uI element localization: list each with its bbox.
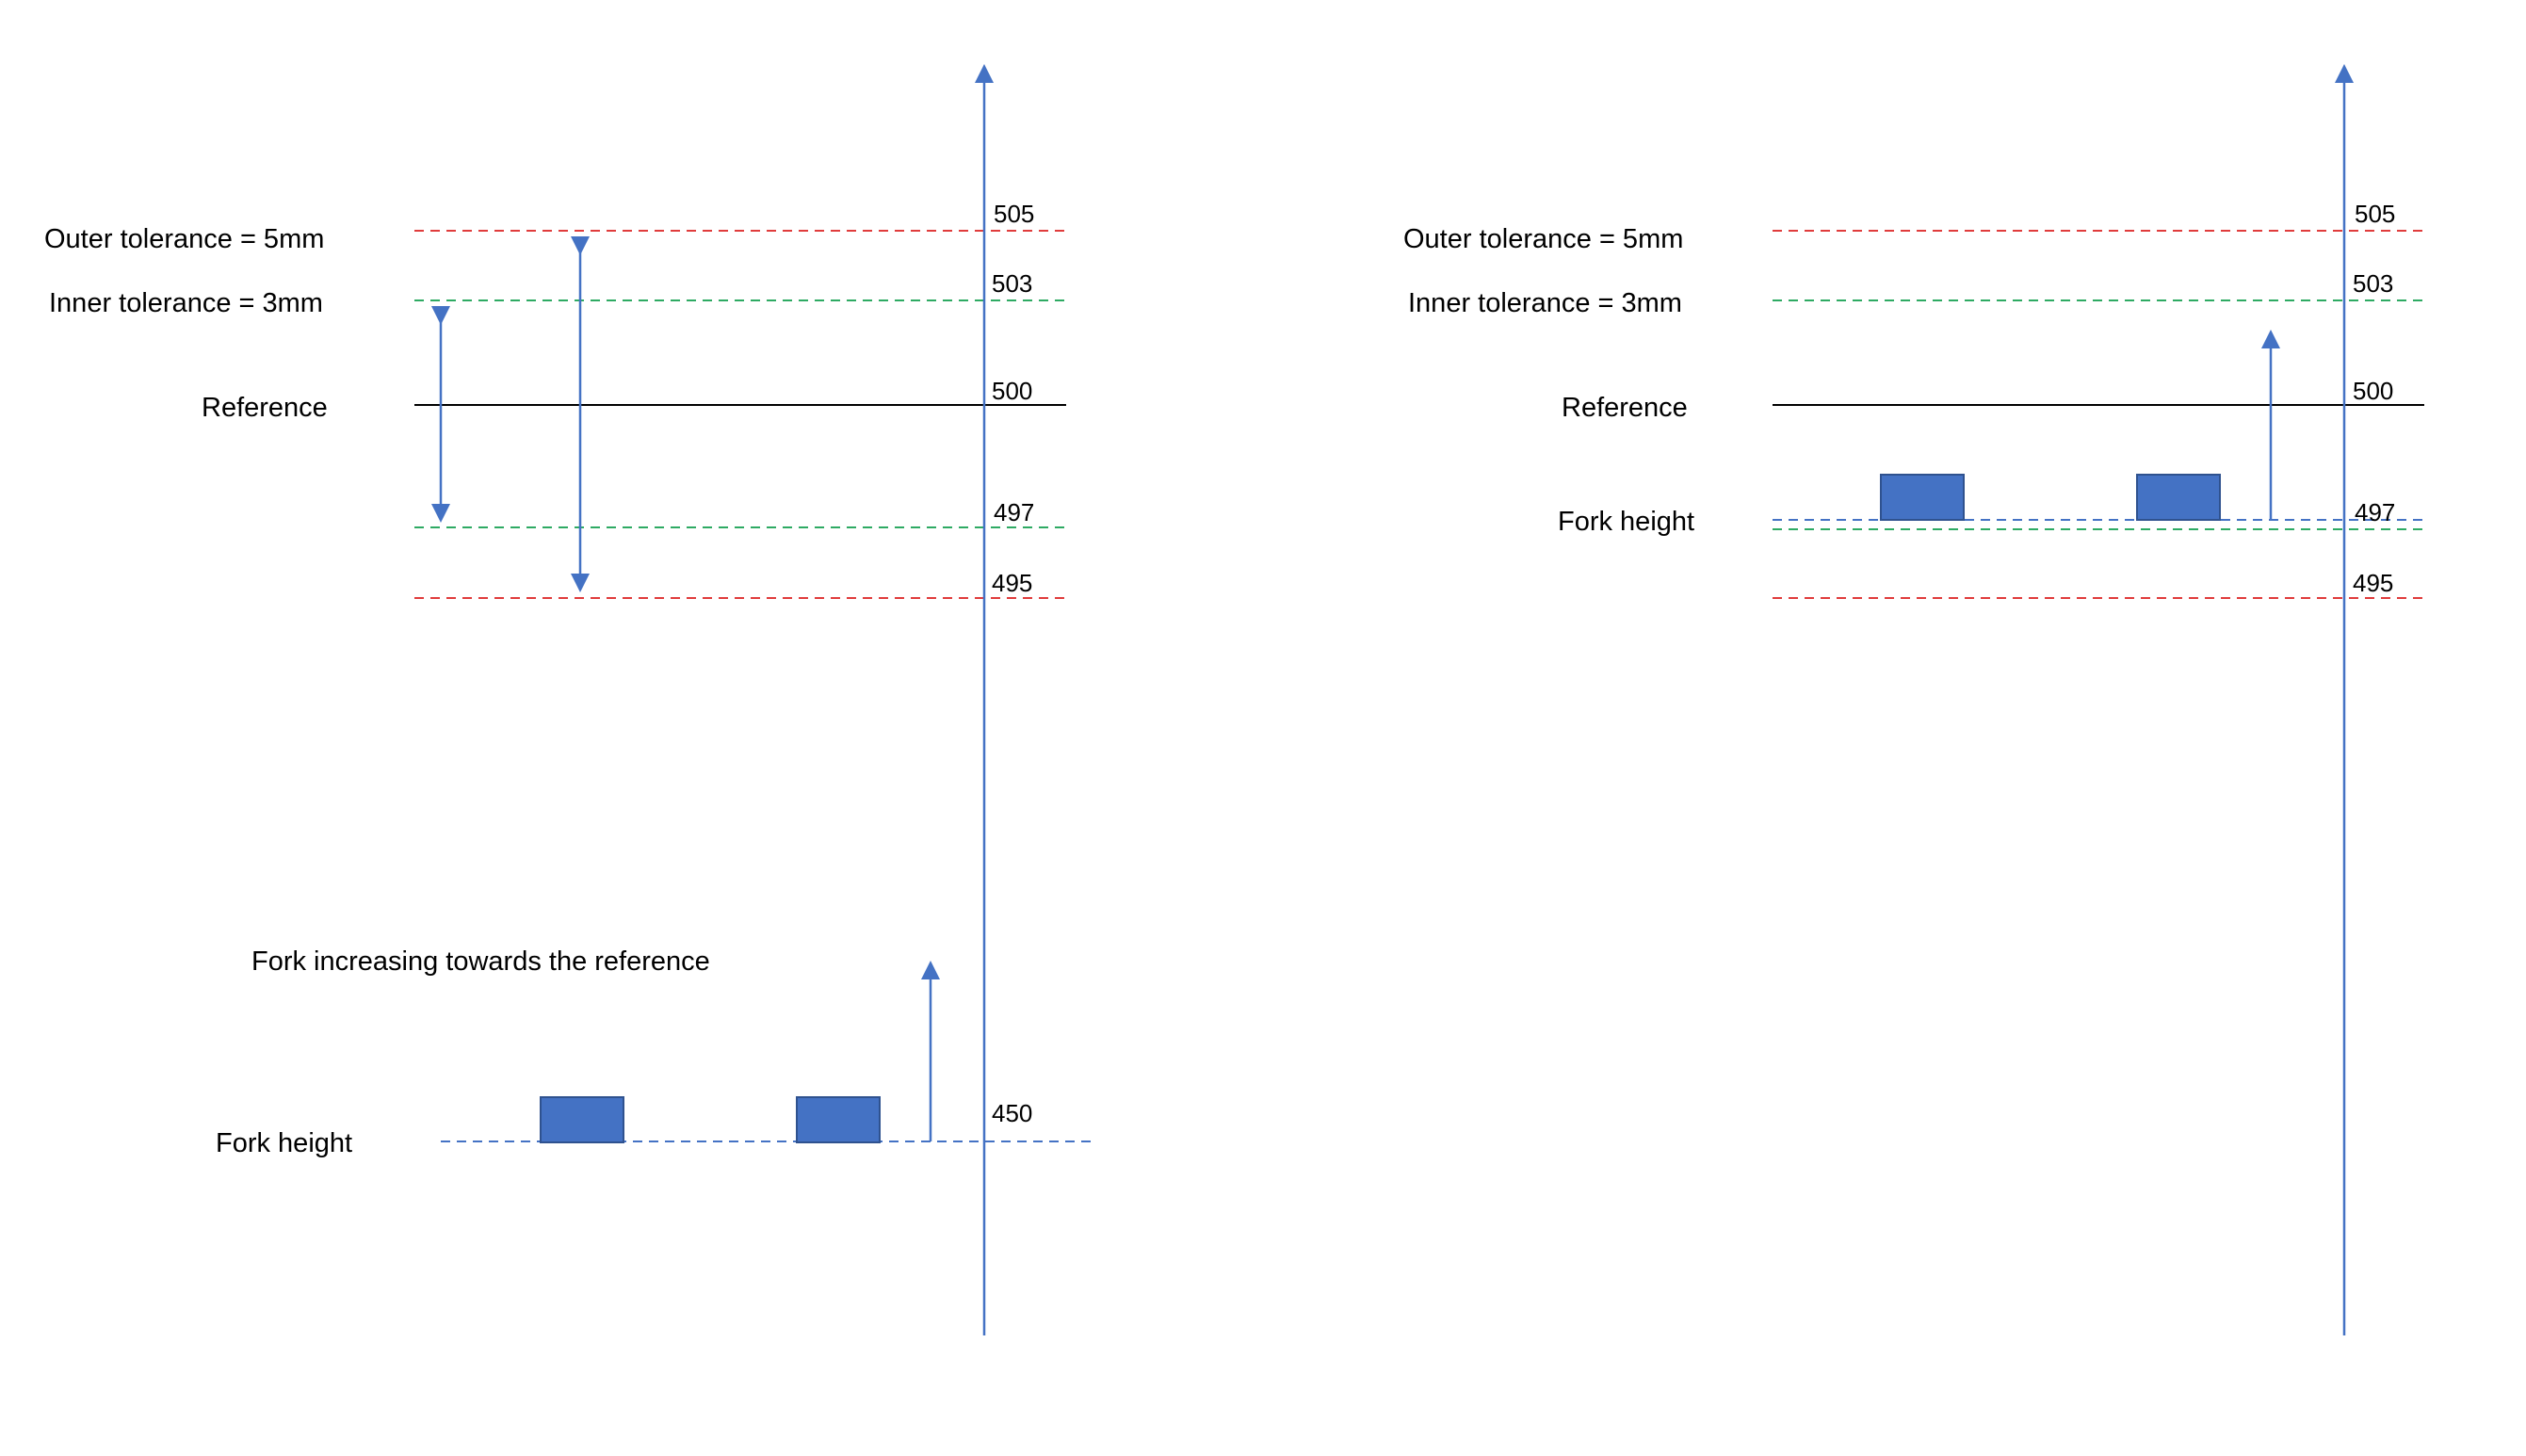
outer-tolerance-label: Outer tolerance = 5mm (1403, 224, 1683, 254)
value-495: 495 (2353, 569, 2393, 597)
value-450: 450 (992, 1099, 1032, 1127)
value-505: 505 (2355, 200, 2395, 228)
right-panel: Outer tolerance = 5mm Inner tolerance = … (1403, 64, 2424, 1335)
fork-increasing-caption: Fork increasing towards the reference (251, 946, 710, 977)
value-497: 497 (2355, 498, 2395, 526)
fork-height-label: Fork height (1558, 507, 1694, 537)
inner-tolerance-label: Inner tolerance = 3mm (49, 288, 323, 318)
value-503: 503 (992, 269, 1032, 298)
fork-height-label: Fork height (216, 1128, 352, 1158)
fork-block-right (2136, 474, 2221, 521)
value-503: 503 (2353, 269, 2393, 298)
inner-tolerance-label: Inner tolerance = 3mm (1408, 288, 1682, 318)
reference-label: Reference (202, 393, 328, 423)
fork-block-left (540, 1096, 624, 1143)
fork-block-left (1880, 474, 1965, 521)
outer-tolerance-label: Outer tolerance = 5mm (44, 224, 324, 254)
value-495: 495 (992, 569, 1032, 597)
value-505: 505 (994, 200, 1034, 228)
reference-label: Reference (1562, 393, 1688, 423)
value-497: 497 (994, 498, 1034, 526)
value-500: 500 (2353, 377, 2393, 405)
value-500: 500 (992, 377, 1032, 405)
fork-block-right (796, 1096, 881, 1143)
left-panel: Outer tolerance = 5mm Inner tolerance = … (44, 64, 1093, 1335)
